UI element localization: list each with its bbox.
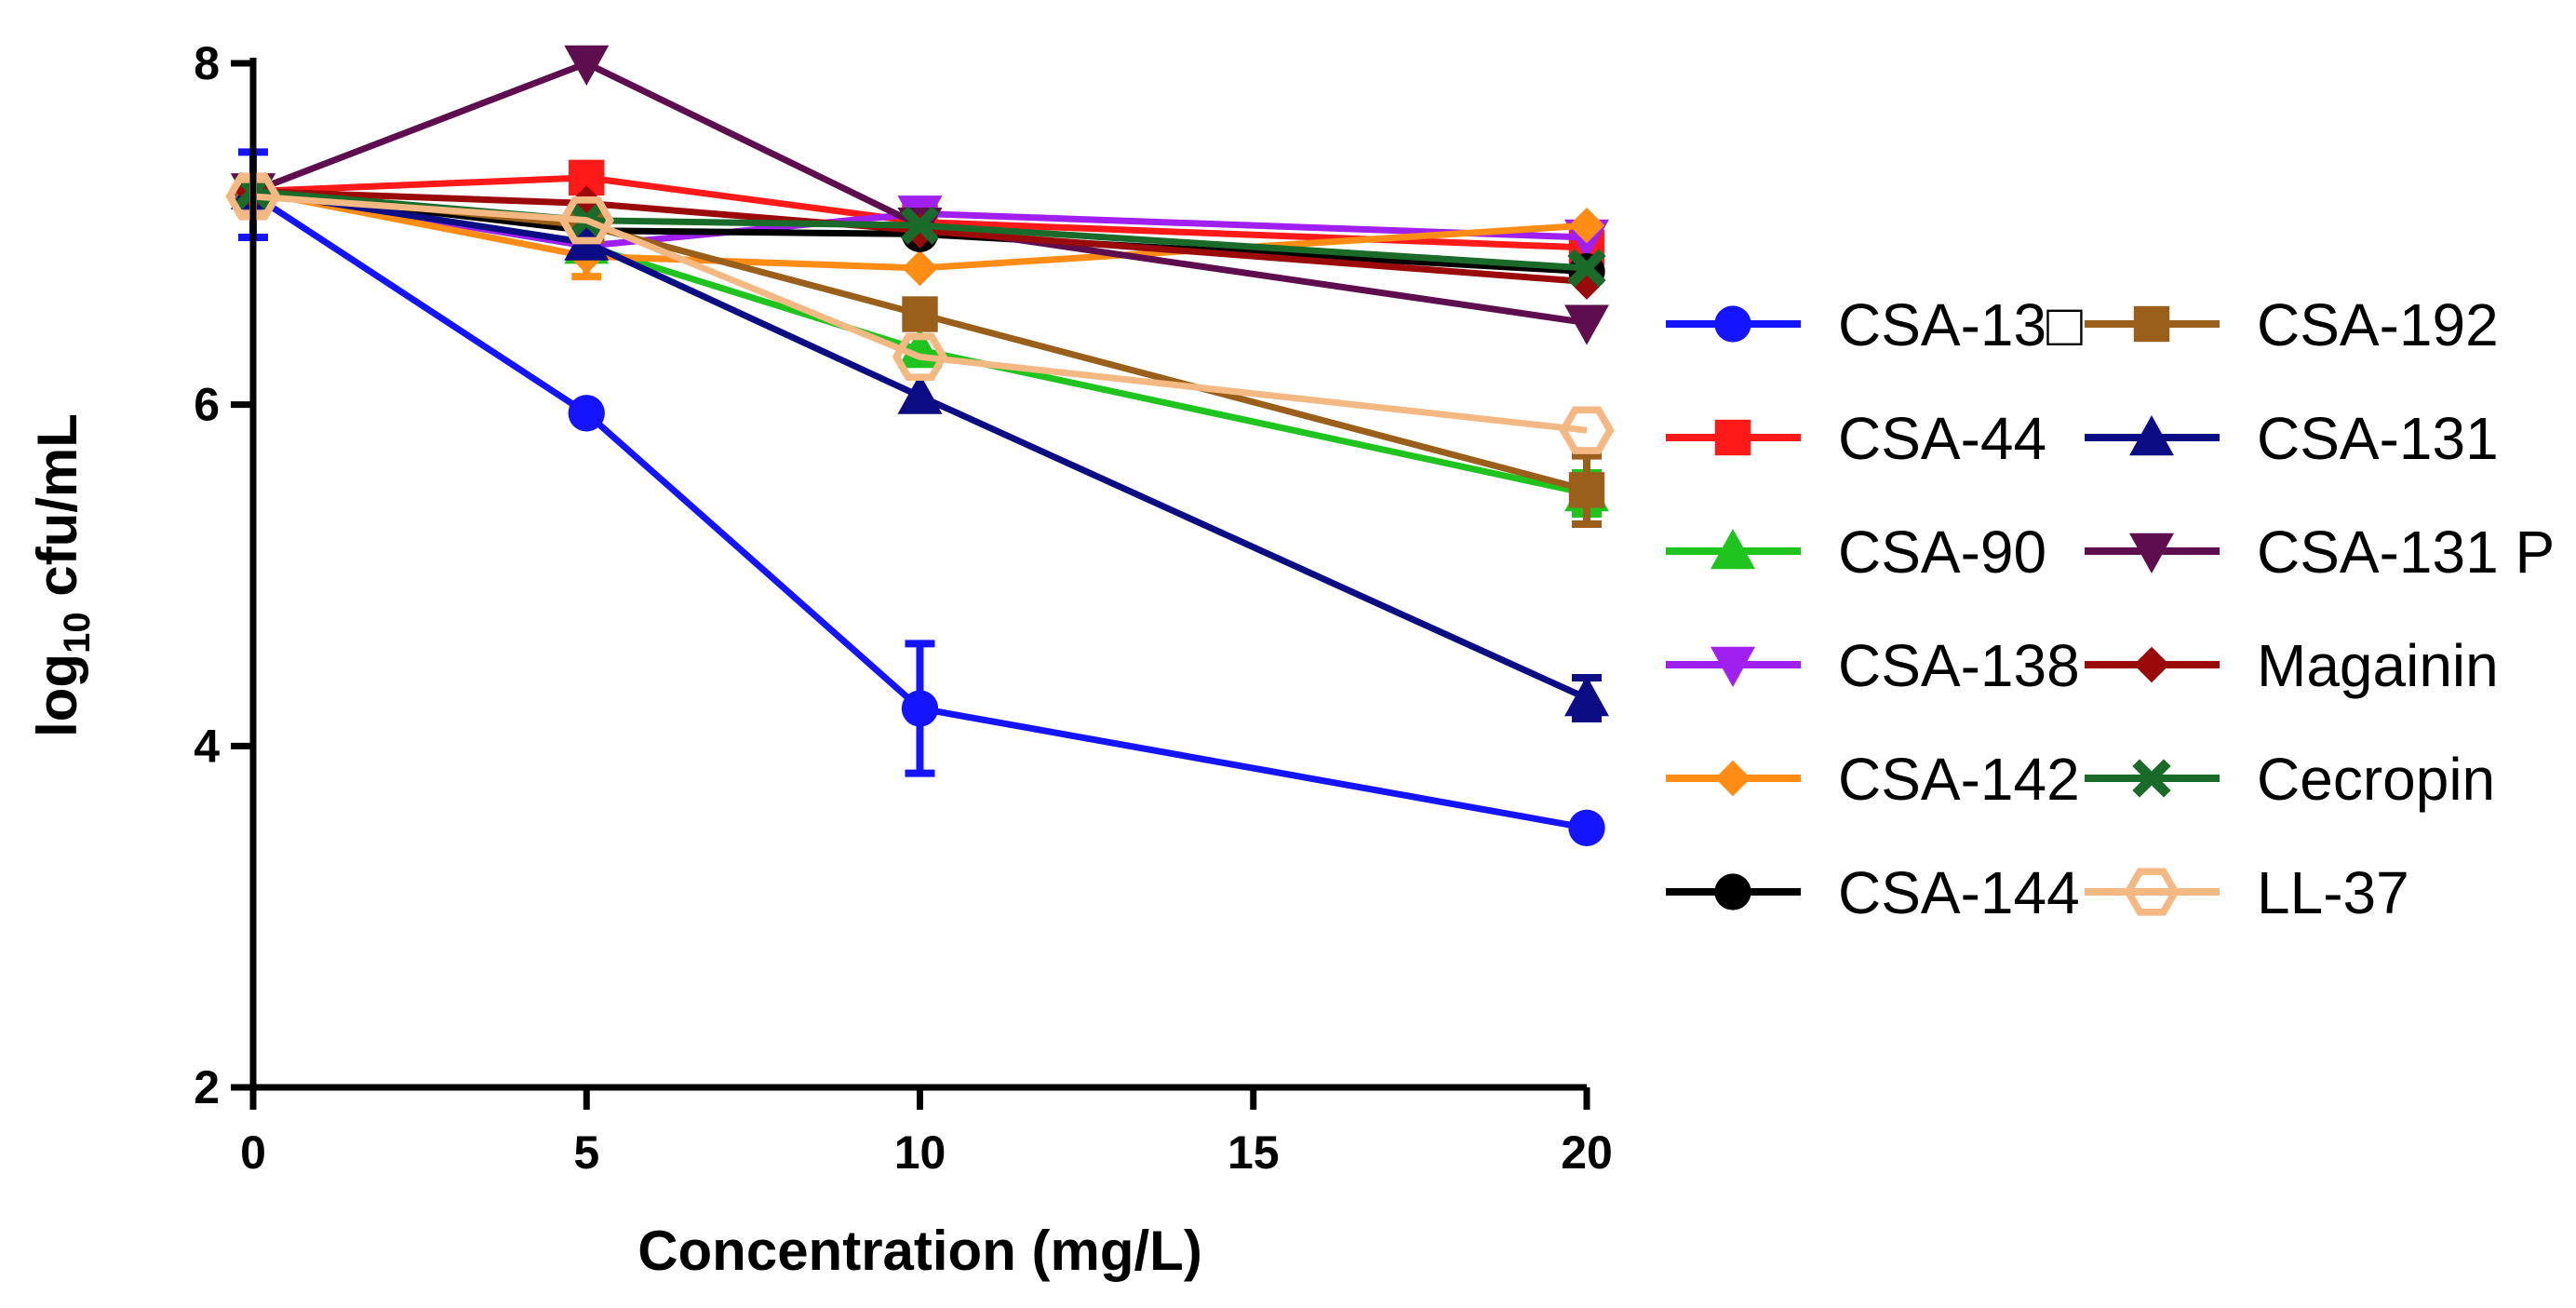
legend-item: CSA-13□ xyxy=(1666,291,2083,358)
legend-item: Cecropin xyxy=(2085,746,2495,813)
legend-label: CSA-192 xyxy=(2257,291,2499,358)
y-tick-label: 2 xyxy=(194,1061,220,1113)
plot-area xyxy=(225,45,1615,847)
y-axis-title-main: log xyxy=(26,654,88,737)
data-point xyxy=(892,332,948,381)
legend-label: CSA-144 xyxy=(1838,859,2080,926)
legend-label: CSA-131 P xyxy=(2257,519,2555,586)
axes: 2 4 6 8 0 5 10 15 20 xyxy=(194,37,1613,1179)
data-point xyxy=(1564,676,1609,717)
series-line xyxy=(252,193,1588,434)
series-line xyxy=(251,192,1588,831)
legend-label: CSA-90 xyxy=(1838,519,2046,586)
legend-marker xyxy=(1714,419,1751,456)
y-tick-label: 6 xyxy=(194,379,220,431)
legend-marker xyxy=(1711,529,1755,570)
data-point xyxy=(902,296,938,332)
x-tick-label: 5 xyxy=(573,1126,599,1179)
data-point xyxy=(1568,472,1605,508)
series-ll-37 xyxy=(225,172,1615,454)
legend-item: CSA-131 P xyxy=(2085,519,2555,586)
legend-label: CSA-131 xyxy=(2257,405,2499,472)
legend-label: CSA-44 xyxy=(1838,405,2046,472)
legend-item: CSA-138 xyxy=(1666,632,2080,699)
legend-marker xyxy=(2132,759,2171,798)
series-line xyxy=(252,188,1589,702)
data-point xyxy=(568,395,605,432)
legend-item: CSA-44 xyxy=(1666,405,2046,472)
y-axis-title-subscript: 10 xyxy=(57,612,98,654)
legend-label: CSA-142 xyxy=(1838,746,2080,813)
data-point xyxy=(1564,304,1609,345)
legend-marker xyxy=(2129,415,2174,456)
legend-label: CSA-13□ xyxy=(1838,291,2083,358)
x-tick-label: 15 xyxy=(1228,1126,1280,1179)
data-point xyxy=(1567,249,1606,288)
data-point xyxy=(558,196,614,245)
legend-marker xyxy=(1711,646,1755,687)
data-point xyxy=(1559,406,1615,454)
x-tick-label: 0 xyxy=(240,1126,266,1179)
legend-item: LL-37 xyxy=(2085,859,2409,926)
y-tick-label: 4 xyxy=(194,720,220,772)
data-point xyxy=(564,45,610,86)
data-point xyxy=(902,249,938,287)
series-line xyxy=(251,60,1588,327)
data-point xyxy=(900,206,940,245)
legend-marker xyxy=(2124,868,2180,916)
series-line xyxy=(252,188,1588,286)
x-axis-title: Concentration (mg/L) xyxy=(637,1220,1202,1282)
series-csa-13 xyxy=(235,148,1605,847)
data-point xyxy=(225,172,281,221)
legend-marker xyxy=(1714,873,1751,910)
legend-marker xyxy=(1714,305,1751,343)
legend-label: LL-37 xyxy=(2257,859,2409,926)
legend-marker xyxy=(2133,646,2170,683)
legend-marker xyxy=(2129,533,2174,573)
legend-item: CSA-142 xyxy=(1666,746,2080,813)
data-point xyxy=(901,690,939,727)
legend-item: CSA-192 xyxy=(2085,291,2499,358)
series-line xyxy=(252,174,1588,251)
legend-marker xyxy=(2133,305,2170,343)
y-axis-title-rest: cfu/mL xyxy=(26,413,88,612)
legend: CSA-13□ CSA-44 CSA-90 CSA-138 CSA-142 CSA-144… xyxy=(1666,291,2555,926)
x-tick-label: 20 xyxy=(1561,1126,1613,1179)
legend-label: Magainin xyxy=(2257,632,2499,699)
legend-item: Magainin xyxy=(2085,632,2499,699)
y-axis-title: log10 cfu/mL xyxy=(26,413,98,737)
legend-label: CSA-138 xyxy=(1838,632,2080,699)
x-tick-label: 10 xyxy=(894,1126,946,1179)
legend-label: Cecropin xyxy=(2257,746,2495,813)
legend-item: CSA-90 xyxy=(1666,519,2046,586)
legend-item: CSA-144 xyxy=(1666,859,2080,926)
data-point xyxy=(1568,809,1605,847)
legend-item: CSA-131 xyxy=(2085,405,2499,472)
data-point xyxy=(897,373,943,414)
y-tick-label: 8 xyxy=(194,37,220,89)
legend-marker xyxy=(1714,760,1751,797)
data-point xyxy=(1568,207,1605,244)
